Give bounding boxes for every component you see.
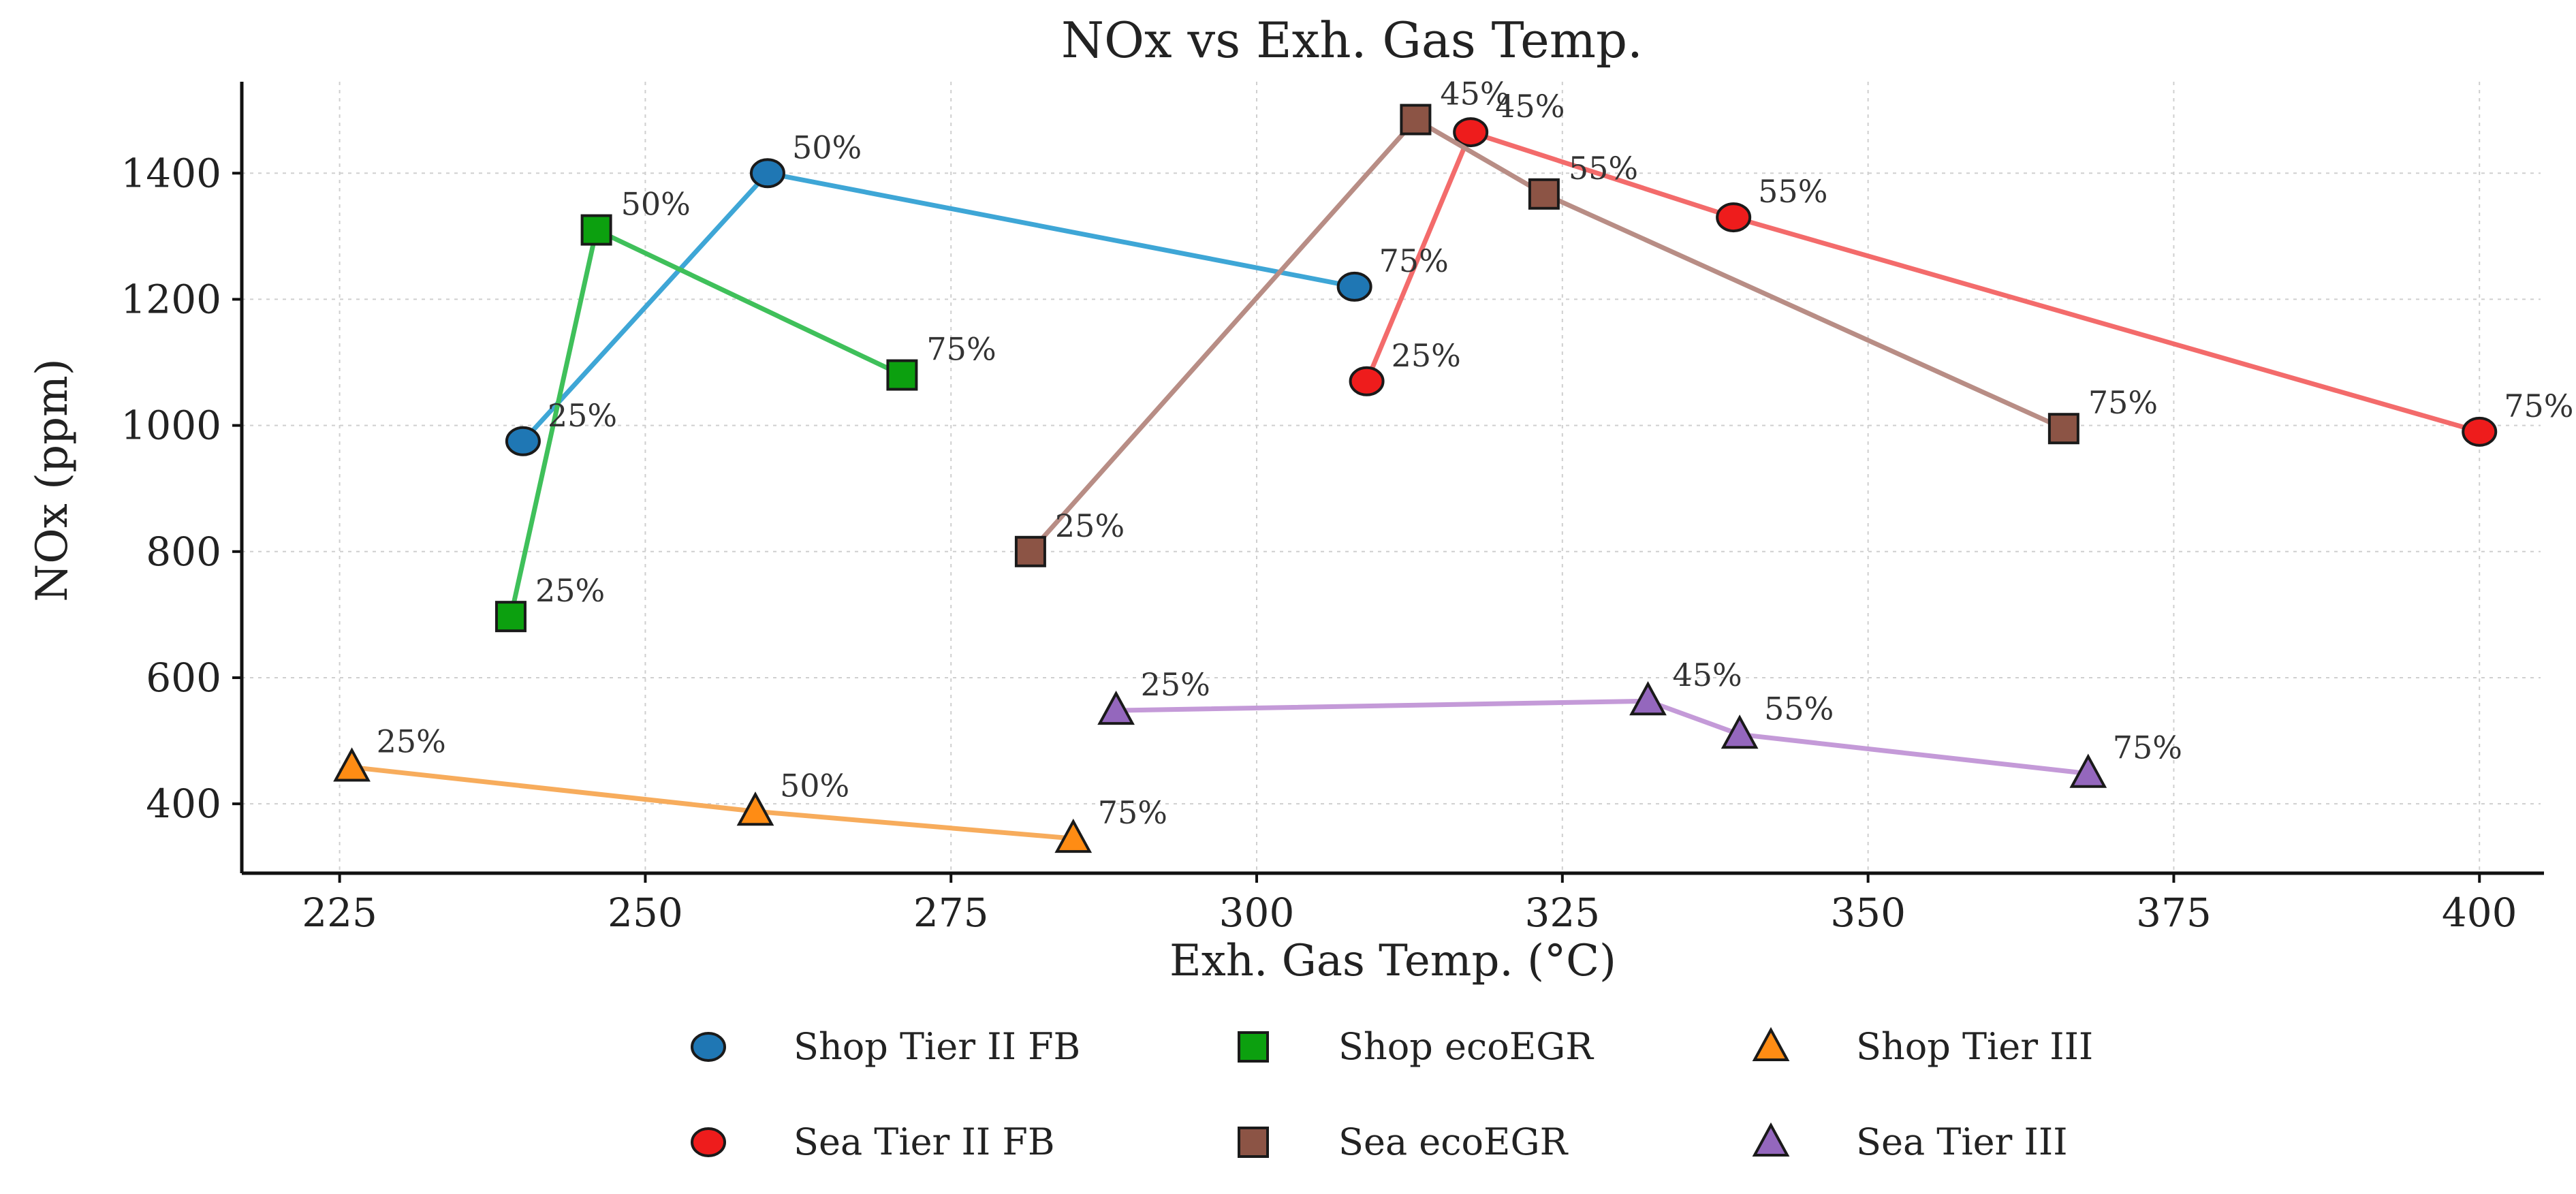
point-label: 50% — [621, 186, 691, 223]
y-tick-label: 1000 — [121, 403, 221, 449]
legend-marker — [1238, 1127, 1269, 1158]
point-label: 75% — [1098, 794, 1167, 831]
data-point — [1014, 535, 1046, 567]
data-point — [1528, 178, 1560, 210]
series-sea-tier-ii-fb — [1349, 117, 2498, 447]
legend-marker — [1238, 1031, 1269, 1063]
x-tick-label: 375 — [2136, 890, 2212, 936]
data-point — [2047, 413, 2079, 445]
point-label: 75% — [2113, 729, 2182, 766]
data-point — [1453, 117, 1489, 148]
x-tick-label: 400 — [2442, 890, 2517, 936]
point-label: 75% — [2504, 388, 2573, 424]
data-point — [1336, 271, 1372, 302]
point-label: 25% — [535, 572, 605, 609]
x-tick-label: 225 — [302, 890, 377, 936]
legend-item: Shop ecoEGR — [1238, 1025, 1594, 1068]
series-line — [349, 764, 1076, 841]
y-tick-label: 800 — [146, 529, 221, 575]
x-tick-label: 250 — [608, 890, 683, 936]
y-tick-label: 600 — [146, 655, 221, 701]
x-tick-label: 350 — [1830, 890, 1906, 936]
legend-marker — [1752, 1122, 1790, 1157]
x-tick-label: 325 — [1524, 890, 1600, 936]
data-point — [1054, 818, 1093, 853]
point-label: 50% — [792, 129, 862, 166]
series-shop-ecoegr — [494, 214, 918, 633]
data-point — [2069, 753, 2107, 788]
data-point — [1721, 714, 1759, 749]
legend-label: Shop ecoEGR — [1338, 1025, 1594, 1068]
data-point — [494, 601, 527, 633]
y-tick-label: 1400 — [121, 150, 221, 196]
data-point — [333, 747, 371, 782]
legend-label: Sea ecoEGR — [1338, 1120, 1569, 1163]
y-tick-label: 1200 — [121, 276, 221, 322]
legend-label: Sea Tier III — [1856, 1120, 2068, 1163]
data-point — [1629, 681, 1667, 716]
point-label: 75% — [926, 331, 996, 368]
series-line — [1028, 117, 2067, 554]
x-axis-label: Exh. Gas Temp. (°C) — [1169, 936, 1616, 986]
point-label: 45% — [1672, 657, 1742, 693]
ticks-layer: 225 250 275 300 325 350 375 400 400 600 800 1000 120… — [121, 150, 2517, 936]
series-layer — [333, 104, 2498, 853]
data-point — [505, 426, 541, 456]
legend-item: Sea ecoEGR — [1238, 1120, 1569, 1163]
legend-item: Shop Tier III — [1752, 1025, 2093, 1068]
legend-marker — [691, 1032, 726, 1062]
point-label: 75% — [2088, 384, 2158, 421]
series-shop-tier-ii-fb — [505, 158, 1372, 456]
point-label: 25% — [1392, 337, 1461, 374]
data-point — [1097, 690, 1135, 725]
legend-label: Shop Tier II FB — [794, 1025, 1080, 1068]
data-point — [1716, 202, 1752, 233]
data-point — [749, 158, 785, 189]
point-label: 45% — [1495, 88, 1565, 125]
series-shop-tier-iii — [333, 747, 1093, 853]
x-tick-label: 275 — [913, 890, 989, 936]
legend-marker — [691, 1127, 726, 1157]
point-label: 45% — [1440, 76, 1509, 112]
data-point — [1349, 366, 1385, 396]
point-labels-layer: 25%50%75%25%50%75%25%50%75%25%45%55%75%2… — [377, 76, 2574, 832]
grid-layer — [242, 82, 2541, 873]
series-sea-tier-iii — [1097, 681, 2107, 788]
point-label: 25% — [548, 397, 617, 434]
data-point — [1400, 104, 1432, 136]
chart-title: NOx vs Exh. Gas Temp. — [1061, 12, 1643, 69]
legend-marker — [1752, 1026, 1790, 1061]
data-point — [2462, 416, 2498, 447]
data-point — [886, 359, 918, 391]
data-point — [580, 214, 612, 246]
legend-item: Sea Tier II FB — [691, 1120, 1055, 1163]
legend: Shop Tier II FB Shop ecoEGR Shop Tier III S… — [691, 1025, 2093, 1163]
point-label: 50% — [780, 767, 849, 804]
axes-layer — [240, 82, 2544, 875]
legend-item: Sea Tier III — [1752, 1120, 2068, 1163]
legend-item: Shop Tier II FB — [691, 1025, 1080, 1068]
x-tick-label: 300 — [1219, 890, 1295, 936]
point-label: 75% — [1379, 242, 1449, 279]
data-point — [736, 791, 774, 826]
legend-label: Sea Tier II FB — [794, 1120, 1055, 1163]
point-label: 55% — [1758, 173, 1827, 210]
point-label: 25% — [1141, 666, 1210, 703]
series-line — [1364, 129, 2482, 435]
series-line — [1114, 698, 2091, 776]
point-label: 25% — [1055, 507, 1125, 544]
series-sea-ecoegr — [1014, 104, 2079, 567]
point-label: 55% — [1569, 150, 1638, 187]
point-label: 55% — [1764, 690, 1834, 727]
y-tick-label: 400 — [146, 781, 221, 827]
point-label: 25% — [377, 723, 446, 759]
legend-label: Shop Tier III — [1856, 1025, 2093, 1068]
y-axis-label: NOx (ppm) — [27, 358, 78, 601]
